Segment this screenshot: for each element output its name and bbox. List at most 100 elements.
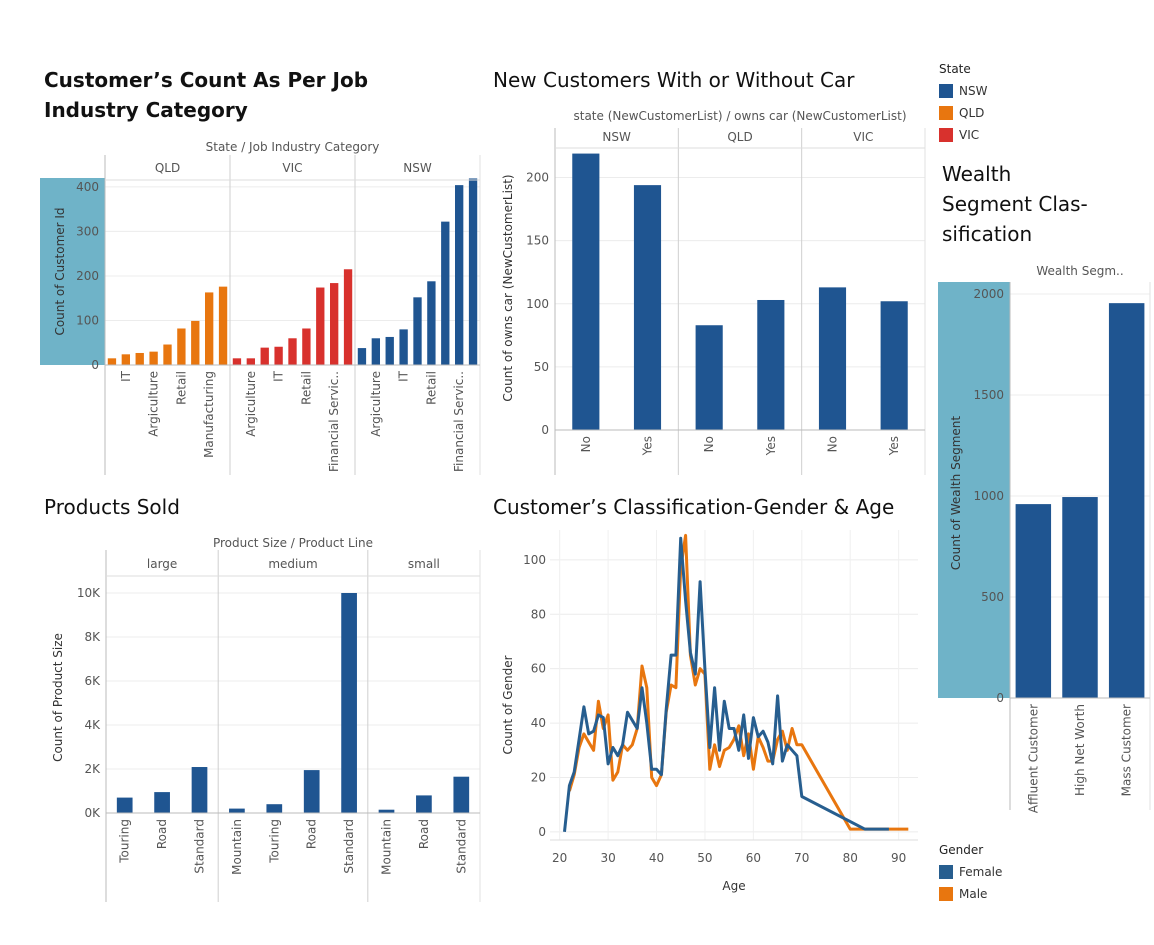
gender-x-tick-label: 80	[843, 851, 858, 865]
wealth-y-tick-label: 1500	[973, 388, 1004, 402]
legend-item-female[interactable]: Female	[939, 861, 1002, 883]
wealth-bar-chart: 0 500 1000 1500 2000 Wealth Segm.. Count of We…	[938, 264, 1151, 813]
industry-bar	[371, 338, 380, 365]
industry-bar	[232, 358, 242, 365]
products-bar	[453, 776, 470, 813]
newcust-facet-label: VIC	[853, 130, 873, 144]
industry-bar	[260, 347, 269, 365]
industry-y-tick-label: 100	[76, 313, 99, 327]
products-facet-label: medium	[268, 557, 317, 571]
products-x-tick-label: Standard	[342, 819, 356, 874]
industry-bar	[330, 283, 339, 365]
products-bar	[229, 808, 245, 813]
newcust-bar	[757, 299, 785, 430]
gender-x-tick-label: 50	[697, 851, 712, 865]
industry-facet-label: NSW	[403, 161, 432, 175]
industry-bar	[205, 292, 214, 365]
gender-y-tick-label: 20	[531, 770, 546, 784]
newcust-header-label: state (NewCustomerList) / owns car (NewC…	[573, 109, 906, 123]
industry-bar-chart: 0 100 200 300 400 State / Job Industry Catego…	[40, 140, 481, 475]
gender-x-tick-label: 30	[600, 851, 615, 865]
newcust-y-tick-label: 150	[526, 234, 549, 248]
wealth-y-tick-label: 500	[981, 590, 1004, 604]
products-x-tick-label: Road	[417, 819, 431, 849]
products-y-tick-label: 2K	[84, 762, 101, 776]
gender-x-tick-label: 60	[746, 851, 761, 865]
newcust-y-tick-label: 50	[534, 360, 549, 374]
legend-item-vic[interactable]: VIC	[939, 124, 987, 146]
legend-label-qld: QLD	[959, 106, 985, 120]
products-y-tick-label: 10K	[77, 586, 101, 600]
newcust-y-axis-label: Count of owns car (NewCustomerList)	[501, 174, 515, 401]
industry-x-tick-label: Retail	[299, 371, 313, 405]
newcust-y-tick-label: 200	[526, 171, 549, 185]
products-x-tick-label: Mountain	[380, 819, 394, 875]
industry-x-tick-label: IT	[119, 370, 133, 382]
gender-x-tick-label: 70	[794, 851, 809, 865]
products-bar	[116, 797, 133, 813]
industry-y-tick-label: 0	[91, 358, 99, 372]
industry-x-tick-label: Financial Servic..	[452, 371, 466, 472]
products-bar	[191, 767, 208, 813]
legend-item-qld[interactable]: QLD	[939, 102, 987, 124]
industry-bar	[121, 354, 130, 365]
products-y-axis-label: Count of Product Size	[51, 633, 65, 762]
newcust-bar	[633, 185, 662, 430]
gender-y-tick-label: 40	[531, 716, 546, 730]
products-bar	[303, 770, 320, 813]
wealth-x-tick-label: Affluent Customer	[1026, 704, 1040, 813]
wealth-y-tick-label: 0	[996, 691, 1004, 705]
industry-x-tick-label: Argiculture	[244, 371, 258, 437]
newcust-x-tick-label: No	[579, 436, 593, 452]
newcust-chart-title: New Customers With or Without Car	[493, 68, 855, 92]
newcust-bar	[818, 287, 847, 430]
gender-legend: Gender Female Male	[939, 843, 1002, 905]
products-y-tick-label: 0K	[84, 806, 101, 820]
industry-facet-label: VIC	[282, 161, 302, 175]
industry-bar	[274, 346, 283, 365]
newcust-y-tick-label: 100	[526, 297, 549, 311]
legend-item-nsw[interactable]: NSW	[939, 80, 987, 102]
products-x-tick-label: Mountain	[230, 819, 244, 875]
wealth-x-tick-label: High Net Worth	[1073, 704, 1087, 796]
industry-x-tick-label: IT	[272, 370, 286, 382]
series-line-male	[567, 533, 909, 831]
vic-swatch	[939, 128, 953, 142]
series-line-female	[563, 536, 889, 832]
products-bar	[378, 809, 395, 813]
wealth-y-tick-label: 2000	[973, 287, 1004, 301]
products-facet-label: large	[147, 557, 177, 571]
industry-bar	[107, 358, 117, 365]
qld-swatch	[939, 106, 953, 120]
newcust-bar-chart: 0 50 100 150 200 state (NewCustomerList) / ow…	[501, 109, 926, 475]
newcust-bar	[880, 301, 908, 430]
gender-y-tick-label: 100	[523, 553, 546, 567]
newcust-y-tick-label: 0	[541, 423, 549, 437]
newcust-facet-label: QLD	[727, 130, 752, 144]
gender-line-chart: 0 20 40 60 80 100 20 30 40 50 60 70 80 90 Age Count of …	[501, 530, 918, 893]
industry-x-tick-label: Retail	[424, 371, 438, 405]
products-header-label: Product Size / Product Line	[213, 536, 373, 550]
newcust-bar	[695, 325, 723, 430]
products-y-tick-label: 4K	[84, 718, 101, 732]
newcust-x-tick-label: No	[702, 436, 716, 452]
industry-bar	[191, 320, 200, 365]
legend-label-male: Male	[959, 887, 988, 901]
industry-bar	[441, 221, 450, 365]
industry-x-tick-label: Financial Servic..	[327, 371, 341, 472]
industry-axis-highlight	[40, 178, 105, 365]
nsw-swatch	[939, 84, 953, 98]
industry-x-tick-label: IT	[397, 370, 411, 382]
industry-x-tick-label: Retail	[174, 371, 188, 405]
gender-legend-title: Gender	[939, 843, 984, 857]
gender-y-tick-label: 60	[531, 662, 546, 676]
state-legend-title: State	[939, 62, 971, 76]
legend-label-nsw: NSW	[959, 84, 988, 98]
gender-x-tick-label: 90	[891, 851, 906, 865]
industry-bar	[149, 351, 158, 365]
newcust-x-tick-label: Yes	[641, 436, 655, 456]
legend-item-male[interactable]: Male	[939, 883, 1002, 905]
gender-chart-title: Customer’s Classification-Gender & Age	[493, 495, 895, 519]
products-x-tick-label: Standard	[454, 819, 468, 874]
legend-label-vic: VIC	[959, 128, 980, 142]
